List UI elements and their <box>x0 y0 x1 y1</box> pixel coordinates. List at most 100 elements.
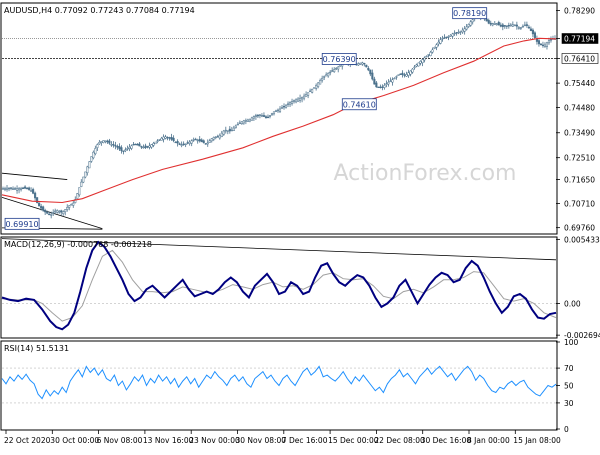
candle-body <box>463 28 466 32</box>
candle-body <box>104 140 107 142</box>
candle-body <box>50 214 53 216</box>
candle-body <box>437 41 440 45</box>
candle-body <box>56 210 59 213</box>
candle-body <box>373 78 376 85</box>
price-annotation-box <box>452 7 488 20</box>
candle-body <box>166 136 169 139</box>
candle-body <box>82 176 85 183</box>
candle-body <box>232 127 235 131</box>
candle-body <box>363 62 366 65</box>
candle-body <box>309 90 312 92</box>
price-y-tick-label: 0.73490 <box>564 129 595 138</box>
candle-body <box>24 186 27 189</box>
candle-body <box>144 145 147 148</box>
candle-body <box>280 107 284 109</box>
candle-body <box>379 86 382 89</box>
candle-body <box>497 22 500 26</box>
candle-body <box>377 86 380 89</box>
price-annotation-box <box>321 53 357 65</box>
candle-body <box>493 23 496 25</box>
candle-body <box>521 26 524 28</box>
candle-body <box>313 87 316 89</box>
candle-body <box>150 144 153 148</box>
candle-body <box>216 136 219 138</box>
candle-body <box>525 24 528 26</box>
candle-body <box>92 151 95 159</box>
candle-body <box>288 102 292 105</box>
candle-body <box>495 23 498 25</box>
candle-body <box>295 99 298 103</box>
candle-body <box>38 202 41 207</box>
price-y-tick-label: 0.69760 <box>564 224 595 233</box>
axes-layer: 0.78290 0.77194 0.76410 0.75440 0.74480 0.734… <box>4 7 600 445</box>
candle-body <box>182 143 185 146</box>
macd-layer <box>1 238 557 331</box>
candle-body <box>419 61 422 64</box>
candle-body <box>433 47 436 49</box>
candle-body <box>272 111 276 115</box>
candle-body <box>519 27 522 29</box>
candle-body <box>262 115 265 117</box>
candle-body <box>7 187 11 190</box>
candle-body <box>339 65 342 67</box>
candle-body <box>32 189 35 194</box>
rsi-y-tick-label: 50 <box>564 382 574 391</box>
macd-signal-line <box>1 249 557 322</box>
candle-body <box>537 40 540 45</box>
candle-body <box>389 80 392 83</box>
candle-body <box>413 66 416 69</box>
candle-body <box>541 44 545 46</box>
candle-body <box>515 24 518 27</box>
candle-body <box>138 143 141 147</box>
candle-body <box>106 140 109 143</box>
candle-body <box>152 143 155 146</box>
candle-body <box>188 141 191 144</box>
candle-body <box>30 190 33 192</box>
watermark-layer: ActionForex.com <box>334 161 517 186</box>
price-y-tick-label: 0.77194 <box>564 35 595 44</box>
candle-body <box>282 106 286 108</box>
rsi-y-tick-label: 30 <box>564 399 574 408</box>
candle-body <box>176 141 179 144</box>
price-y-tick-label: 0.71650 <box>564 176 595 185</box>
candle-body <box>517 27 520 29</box>
candle-body <box>305 94 308 97</box>
candle-body <box>535 38 538 42</box>
candle-body <box>549 39 553 41</box>
candle-body <box>174 141 177 144</box>
price-y-tick-label: 0.72510 <box>564 154 595 163</box>
candle-body <box>168 137 171 139</box>
candle-body <box>545 42 549 47</box>
level-price-marker <box>561 53 599 64</box>
candle-body <box>547 40 551 44</box>
candle-body <box>383 85 386 88</box>
price-panel-frame <box>0 2 558 235</box>
candle-body <box>11 188 15 190</box>
candle-body <box>503 25 506 27</box>
rsi-layer <box>1 365 557 404</box>
candle-body <box>100 141 103 143</box>
candle-body <box>84 171 87 178</box>
price-annotation-label: 0.76390 <box>323 55 356 64</box>
price-annotation-box <box>341 98 377 111</box>
candle-body <box>190 140 193 144</box>
candle-body <box>160 137 163 141</box>
candle-body <box>128 146 131 149</box>
candle-body <box>421 59 424 64</box>
candle-body <box>299 97 302 101</box>
x-tick-label: 6 Nov 08:00 <box>97 436 143 445</box>
candle-body <box>297 98 300 102</box>
x-tick-label: 7 Dec 16:00 <box>282 436 328 445</box>
price-y-tick-label: 0.78290 <box>564 7 595 16</box>
candle-body <box>533 32 536 38</box>
candle-body <box>132 144 135 146</box>
candle-body <box>26 187 29 190</box>
candle-body <box>527 26 530 29</box>
price-annotation-label: 0.74610 <box>343 100 376 109</box>
candle-body <box>411 68 414 73</box>
candle-body <box>431 49 434 53</box>
candle-body <box>90 156 93 162</box>
candle-body <box>164 136 167 139</box>
macd-main-line <box>1 240 557 331</box>
